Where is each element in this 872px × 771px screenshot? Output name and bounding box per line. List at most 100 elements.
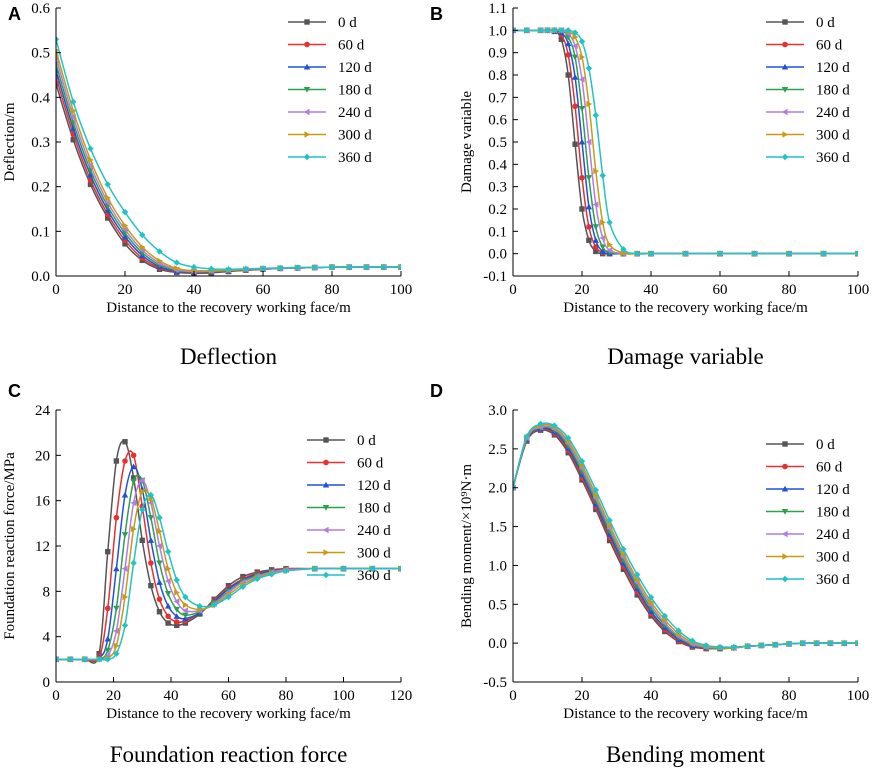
data-point-240d-7 <box>130 499 137 507</box>
data-point-360d-9 <box>634 571 641 578</box>
data-point-360d-10 <box>156 514 163 521</box>
data-point-300d-11 <box>662 616 668 624</box>
data-point-240d-11 <box>599 234 606 242</box>
data-point-360d-13 <box>277 264 284 272</box>
data-point-240d-12 <box>606 247 613 254</box>
data-point-300d-9 <box>634 576 641 583</box>
data-point-120d-6 <box>565 40 572 47</box>
series-line-120d <box>56 465 401 661</box>
legend-marker <box>782 41 788 48</box>
series-line-120d <box>56 70 401 274</box>
data-point-360d-18 <box>751 250 758 257</box>
legend-label: 180 d <box>816 83 850 99</box>
data-point-0d-1 <box>70 137 76 143</box>
legend-marker <box>323 459 329 466</box>
data-point-360d-14 <box>703 642 710 649</box>
series-line-240d <box>56 479 401 661</box>
y-tick-label: 0.7 <box>488 90 507 106</box>
legend-marker <box>323 437 329 443</box>
data-point-360d-8 <box>578 38 586 45</box>
panel-c-foundation-reaction-force: 0 20 40 60 80 100 120 0 4 8 12 16 20 24 Distance to th… <box>2 381 412 767</box>
data-point-360d-17 <box>744 643 751 650</box>
legend: 0 d 60 d 120 d 180 d 240 d 300 d 360 d <box>288 15 372 166</box>
y-tick-label: 1.1 <box>488 1 507 17</box>
data-point-300d-8 <box>579 53 586 61</box>
x-tick-label: 20 <box>575 688 590 704</box>
y-tick-label: 1.0 <box>488 23 507 39</box>
panel-caption: Bending moment <box>606 742 766 767</box>
y-tick-label: 0.2 <box>31 180 50 196</box>
data-point-360d-3 <box>95 656 103 663</box>
legend-marker <box>781 575 789 583</box>
data-point-180d-9 <box>147 515 155 521</box>
legend-label: 300 d <box>816 128 850 144</box>
legend-marker <box>322 481 330 488</box>
legend-label: 360 d <box>816 150 850 166</box>
data-point-0d-3 <box>96 650 102 657</box>
data-point-360d-11 <box>164 548 172 555</box>
data-point-120d-8 <box>578 138 586 145</box>
legend-label: 0 d <box>357 433 376 449</box>
data-point-300d-7 <box>572 33 579 41</box>
legend-marker <box>323 549 330 556</box>
panel-caption: Foundation reaction force <box>110 742 348 767</box>
series-line-240d <box>513 425 858 649</box>
x-tick-label: 120 <box>390 688 413 704</box>
legend-label: 300 d <box>816 550 850 566</box>
panel-letter: C <box>8 381 21 401</box>
x-axis-title: Distance to the recovery working face/m <box>563 706 808 722</box>
data-point-0d-5 <box>558 36 564 42</box>
legend-marker <box>304 41 310 48</box>
data-point-300d-13 <box>182 601 189 609</box>
data-point-360d-16 <box>328 263 336 271</box>
legend-marker <box>781 86 789 93</box>
data-point-120d-4 <box>121 233 129 240</box>
x-tick-label: 20 <box>118 282 133 298</box>
y-tick-label: -0.1 <box>483 269 507 285</box>
data-point-60d-10 <box>156 596 163 603</box>
data-point-300d-10 <box>593 167 599 175</box>
data-point-300d-4 <box>122 222 129 229</box>
data-point-360d-20 <box>785 640 793 648</box>
data-point-360d-8 <box>620 545 627 553</box>
data-point-180d-7 <box>130 478 137 485</box>
y-tick-label: 0.0 <box>31 269 50 285</box>
series-line-0d <box>513 429 858 650</box>
x-tick-label: 60 <box>221 688 236 704</box>
plot-area <box>56 36 401 277</box>
data-point-360d-11 <box>599 172 606 179</box>
data-point-360d-14 <box>634 250 641 257</box>
data-point-360d-6 <box>592 486 599 494</box>
series-line-120d <box>513 29 858 255</box>
data-point-60d-6 <box>565 52 571 58</box>
data-point-0d-9 <box>586 237 592 243</box>
series-line-180d <box>513 426 858 650</box>
panel-d-bending-moment: 0 20 40 60 80 100 -0.5 0.0 0.5 1.0 1.5 2.0 2.5 3.0 Dis… <box>430 381 869 767</box>
legend-marker <box>781 508 789 515</box>
legend: 0 d 60 d 120 d 180 d 240 d 300 d 360 d <box>766 437 850 588</box>
data-point-360d-18 <box>758 642 765 649</box>
data-point-360d-20 <box>397 263 401 271</box>
data-point-360d-0 <box>56 36 60 43</box>
y-tick-label: 0 <box>43 675 51 691</box>
data-point-0d-12 <box>174 622 180 629</box>
legend-label: 240 d <box>816 527 850 543</box>
data-point-360d-21 <box>311 565 318 572</box>
y-tick-label: -0.5 <box>483 675 507 691</box>
y-tick-label: 20 <box>35 448 50 464</box>
data-point-300d-1 <box>70 107 77 114</box>
data-point-120d-2 <box>87 171 94 178</box>
data-point-0d-6 <box>565 72 571 78</box>
x-axis-title: Distance to the recovery working face/m <box>106 300 351 316</box>
x-tick-label: 0 <box>52 282 60 298</box>
legend-marker <box>781 153 789 161</box>
data-point-300d-13 <box>620 250 627 257</box>
data-point-360d-6 <box>121 622 129 629</box>
data-point-300d-6 <box>156 257 163 265</box>
data-point-300d-7 <box>174 265 180 272</box>
legend-marker <box>322 526 329 534</box>
data-point-300d-7 <box>607 521 613 529</box>
legend-label: 60 d <box>816 460 843 476</box>
legend-label: 0 d <box>816 15 835 31</box>
data-point-360d-15 <box>716 643 724 651</box>
